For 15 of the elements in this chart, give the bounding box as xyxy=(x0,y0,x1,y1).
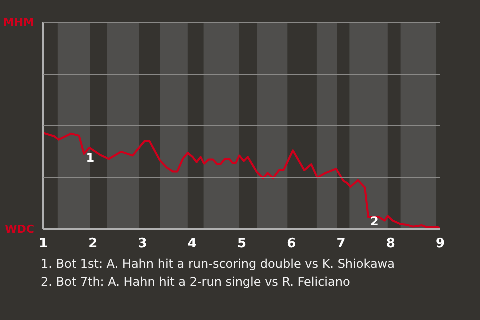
x-tick-label: 5 xyxy=(237,236,247,252)
text: 2. Bot 7th: A. Hahn hit a 2-run single vs R. Feliciano xyxy=(41,275,350,289)
annotation: 1 xyxy=(86,150,95,165)
x-tick-label: 4 xyxy=(188,236,197,252)
annotation: 2 xyxy=(370,214,379,228)
x-tick-label: 2 xyxy=(88,236,98,252)
x-tick-label: 3 xyxy=(138,236,148,252)
x-tick-label: 6 xyxy=(287,236,296,252)
text: WDC xyxy=(5,223,35,236)
x-tick-label: 9 xyxy=(436,236,446,252)
x-tick-label: 7 xyxy=(336,236,346,252)
x-tick-label: 1 xyxy=(38,236,48,252)
text: 1. Bot 1st: A. Hahn hit a run-scoring double vs K. Shiokawa xyxy=(41,257,395,271)
text: MHM xyxy=(3,16,35,29)
x-tick-label: 8 xyxy=(386,236,396,252)
